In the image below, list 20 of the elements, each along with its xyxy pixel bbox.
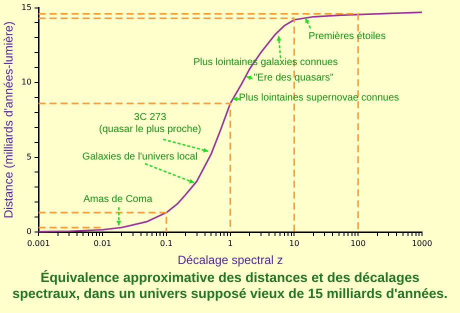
x-tick-label: 10 [289, 238, 300, 248]
x-tick-label: 0.01 [94, 238, 112, 248]
annotation: Galaxies de l'univers local [82, 151, 198, 162]
text: Équivalence approximative des distances et des décalages spectraux, dans un univers supposé vieux de 15 milliards d'années. [11, 270, 449, 302]
annotation: Premières étoiles [308, 31, 386, 42]
y-axis-title: Distance (milliards d'années-lumière) [2, 21, 16, 218]
x-tick-label: 1000 [412, 238, 432, 248]
y-tick-label: 10 [21, 78, 32, 87]
annotation: "Ere des quasars" [254, 72, 334, 84]
annotation: Amas de Coma [83, 194, 153, 206]
x-axis-title: Décalage spectral z [178, 253, 283, 268]
x-tick-label: 1 [228, 238, 233, 248]
y-tick-label: 5 [26, 152, 32, 162]
annotation: Plus lointaines supernovae connues [238, 92, 400, 104]
x-tick-label: 0.1 [160, 238, 173, 248]
y-tick-label: 0 [26, 227, 32, 236]
annotation: 3C 273 (quasar le plus proche) [98, 112, 202, 136]
x-tick-label: 100 [350, 238, 366, 248]
y-tick-label: 15 [21, 2, 32, 12]
x-tick-label: 0.001 [27, 238, 50, 248]
